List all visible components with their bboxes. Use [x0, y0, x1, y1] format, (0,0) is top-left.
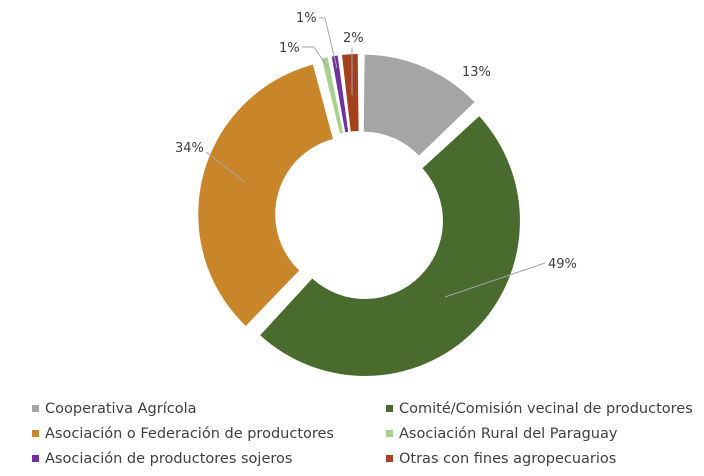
donut-chart: 13% 49% 34% 1% 1% 2%: [175, 11, 577, 376]
legend-item: Asociación de productores sojeros: [32, 448, 386, 469]
data-label: 1%: [296, 11, 317, 26]
donut-slice: [341, 54, 359, 132]
donut-slice: [331, 55, 349, 133]
leader-line: [444, 262, 546, 298]
legend-item: Otras con fines agropecuarios: [386, 448, 704, 469]
legend-item: Asociación o Federación de productores: [32, 423, 386, 444]
leader-line: [302, 46, 329, 69]
legend: Cooperativa Agrícola Comité/Comisión vec…: [32, 398, 704, 469]
data-label: 2%: [343, 31, 364, 46]
legend-label: Otras con fines agropecuarios: [399, 450, 617, 467]
donut-slice: [321, 57, 343, 134]
legend-item: Asociación Rural del Paraguay: [386, 423, 704, 444]
legend-label: Cooperativa Agrícola: [45, 400, 197, 417]
legend-item: Comité/Comisión vecinal de productores: [386, 398, 704, 419]
legend-swatch: [386, 455, 393, 462]
donut-slice: [198, 64, 333, 326]
legend-label: Comité/Comisión vecinal de productores: [399, 400, 693, 417]
leader-line: [205, 151, 247, 184]
legend-swatch: [32, 405, 39, 412]
donut-slice: [363, 54, 475, 156]
legend-item: Cooperativa Agrícola: [32, 398, 386, 419]
legend-label: Asociación de productores sojeros: [45, 450, 293, 467]
legend-swatch: [32, 430, 39, 437]
data-label: 13%: [462, 65, 491, 80]
legend-swatch: [32, 455, 39, 462]
legend-swatch: [386, 430, 393, 437]
leader-line: [319, 17, 338, 69]
legend-label: Asociación Rural del Paraguay: [399, 425, 618, 442]
legend-label: Asociación o Federación de productores: [45, 425, 334, 442]
donut-slice: [260, 116, 520, 376]
data-label: 49%: [548, 257, 577, 272]
legend-swatch: [386, 405, 393, 412]
data-label: 34%: [175, 141, 204, 156]
data-label: 1%: [279, 41, 300, 56]
